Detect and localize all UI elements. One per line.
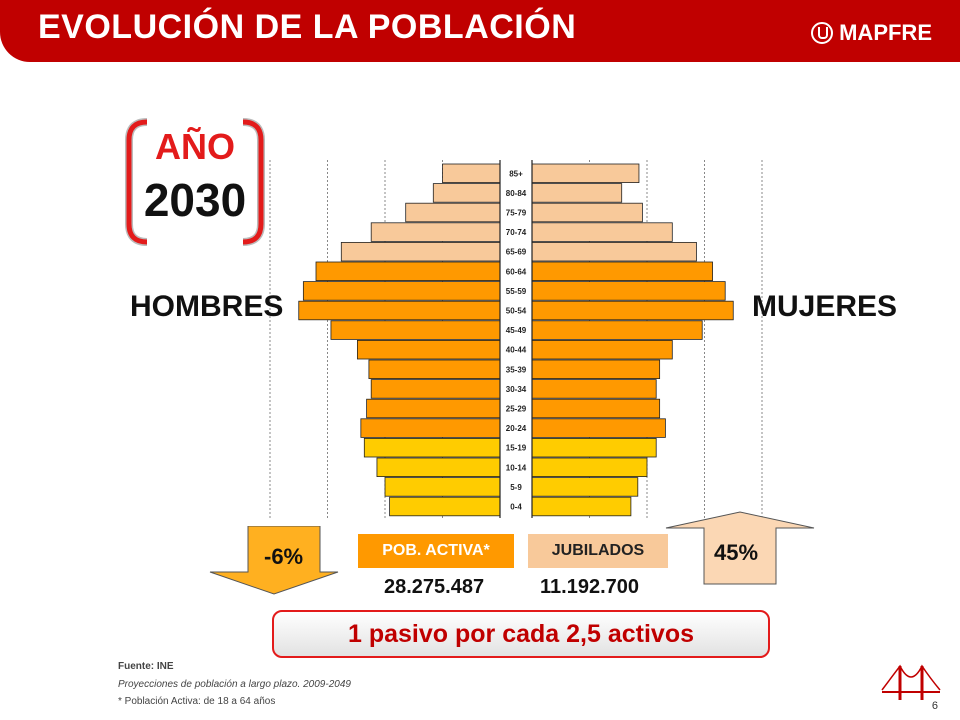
bar-women <box>531 437 657 458</box>
bar-women <box>531 457 648 478</box>
bar-men <box>370 379 501 399</box>
page-title: EVOLUCIÓN DE LA POBLACIÓN <box>38 8 577 46</box>
year-value: 2030 <box>143 174 247 226</box>
mapfre-logo: MAPFRE <box>811 20 932 46</box>
page-number: 6 <box>931 700 938 712</box>
bar-women <box>531 183 623 203</box>
bar-women <box>531 339 673 360</box>
bar-women <box>531 359 661 380</box>
age-label: 60-64 <box>506 267 527 276</box>
bar-men <box>432 183 501 203</box>
mapfre-icon <box>811 22 834 44</box>
bar-women <box>531 261 713 282</box>
age-label: 50-54 <box>506 307 527 316</box>
age-label: 15-19 <box>506 444 527 453</box>
bar-women <box>531 496 632 517</box>
bar-men <box>384 477 501 497</box>
bar-men <box>315 261 501 282</box>
age-label: 75-79 <box>506 209 527 218</box>
year-brackets-icon <box>125 118 265 246</box>
age-label: 65-69 <box>506 248 527 257</box>
age-label: 85+ <box>509 169 523 178</box>
bar-men <box>298 300 501 321</box>
bar-men <box>442 163 501 184</box>
bar-men <box>376 457 501 478</box>
age-label: 5-9 <box>510 483 522 492</box>
year-label: AÑO <box>155 126 235 167</box>
age-labels: 85+ 80-84 75-79 70-74 65-69 60-64 55-59 50-54 45… <box>506 169 527 511</box>
decrease-arrow-icon <box>209 526 339 595</box>
bar-women <box>531 241 697 262</box>
bar-women <box>531 202 643 223</box>
active-population-value: 28.275.487 <box>384 576 485 598</box>
bar-women <box>531 300 734 321</box>
bar-men <box>356 339 501 360</box>
bars <box>298 163 734 517</box>
logo-text: MAPFRE <box>839 20 932 45</box>
header-bar: EVOLUCIÓN DE LA POBLACIÓN MAPFRE <box>0 0 960 62</box>
age-label: 70-74 <box>506 228 527 237</box>
bar-men <box>370 222 501 242</box>
active-change-value: -6% <box>264 544 304 569</box>
age-label: 0-4 <box>510 503 522 512</box>
retired-label: JUBILADOS <box>528 534 668 568</box>
bar-women <box>531 320 703 340</box>
bar-women <box>531 281 726 301</box>
footer-note: * Población Activa: de 18 a 64 años <box>118 696 276 707</box>
bridge-logo-icon <box>881 664 941 700</box>
bar-women <box>531 477 639 497</box>
bar-men <box>366 398 501 419</box>
bar-women <box>531 163 640 184</box>
bar-men <box>368 359 501 380</box>
age-label: 25-29 <box>506 405 527 414</box>
men-label: HOMBRES <box>130 290 284 323</box>
bar-men <box>360 418 501 438</box>
retired-value: 11.192.700 <box>540 576 639 598</box>
bar-men <box>389 496 501 517</box>
bar-women <box>531 398 661 419</box>
age-label: 55-59 <box>506 287 527 296</box>
bar-men <box>330 320 501 340</box>
bar-women <box>531 222 673 242</box>
bar-men <box>405 202 501 223</box>
footer-source: Fuente: INE <box>118 661 174 672</box>
age-label: 45-49 <box>506 326 527 335</box>
age-label: 30-34 <box>506 385 527 394</box>
bar-men <box>302 281 501 301</box>
age-label: 10-14 <box>506 463 527 472</box>
ratio-box: 1 pasivo por cada 2,5 activos <box>272 610 770 658</box>
age-label: 35-39 <box>506 365 527 374</box>
age-label: 40-44 <box>506 346 527 355</box>
footer-projection: Proyecciones de población a largo plazo.… <box>118 679 351 690</box>
bar-men <box>363 437 501 458</box>
active-population-label: POB. ACTIVA* <box>358 534 514 568</box>
age-label: 20-24 <box>506 424 527 433</box>
year-box: AÑO 2030 <box>125 118 265 246</box>
women-label: MUJERES <box>752 290 898 323</box>
age-label: 80-84 <box>506 189 527 198</box>
increase-arrow-icon <box>665 511 815 585</box>
bar-women <box>531 379 657 399</box>
bar-women <box>531 418 666 438</box>
retired-change-value: 45% <box>714 540 759 565</box>
bar-men <box>340 241 501 262</box>
